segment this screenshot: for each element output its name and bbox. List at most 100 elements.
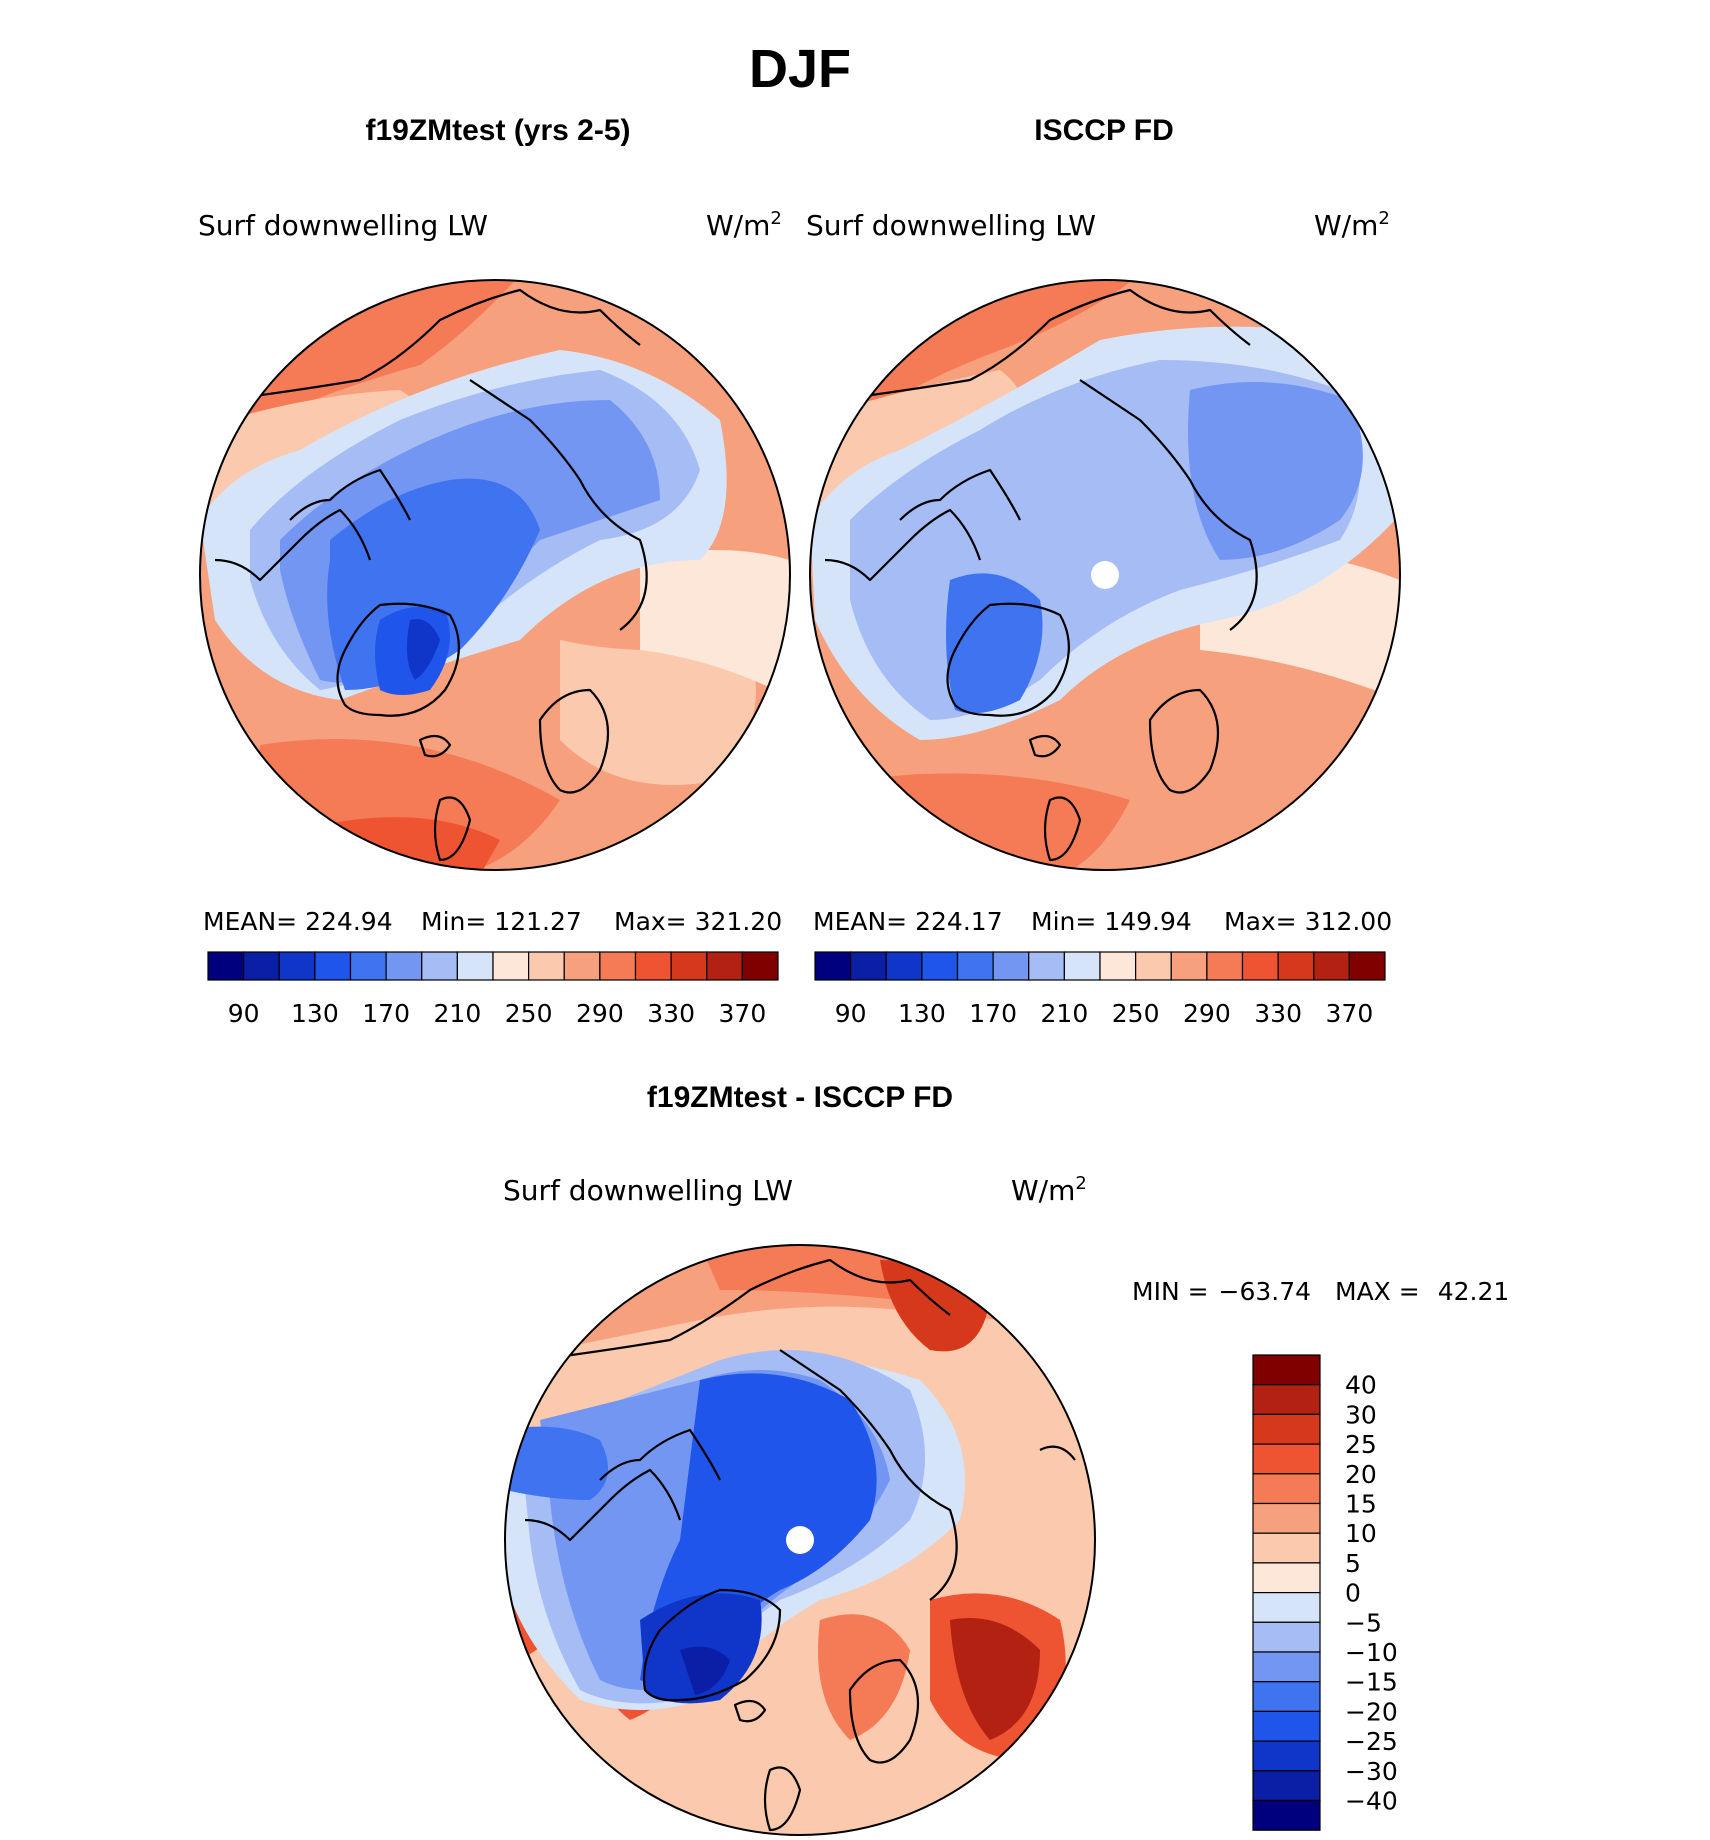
svg-text:Max=321.20: Max= 321.20 [614,907,782,936]
colorbar-swatch [1099,951,1137,981]
colorbar-swatch [1252,1502,1321,1534]
units-label: W/m2 [706,208,782,242]
colorbar-tick-label: −15 [1345,1668,1398,1697]
svg-text:MAX =42.21: MAX = 42.21 [1335,1277,1509,1306]
page-title: DJF [749,39,851,99]
colorbar-tick-label: 130 [898,999,946,1028]
colorbar-tick-label: 5 [1345,1549,1361,1578]
colorbar-swatch [207,951,245,981]
colorbar-tick-label: 90 [228,999,260,1028]
colorbar-swatch [1063,951,1101,981]
colorbar-swatch [1252,1443,1321,1475]
colorbar-swatch [492,951,530,981]
colorbar-swatch [563,951,601,981]
svg-text:MEAN=224.94: MEAN= 224.94 [203,907,393,936]
colorbar-swatch [421,951,458,981]
stats-line: MEAN= 224.17 Min= 149.94 Max= 312.00 [813,907,1392,936]
colorbar-swatch [921,951,959,981]
colorbar-swatch [1028,951,1065,981]
colorbar-swatch [1252,1591,1321,1623]
variable-label: Surf downwelling LW [503,1174,793,1207]
colorbar-swatch [1252,1473,1321,1505]
svg-text:Min=121.27: Min= 121.27 [421,907,582,936]
colorbar-tick-label: 290 [576,999,624,1028]
colorbar-tick-label: 170 [969,999,1017,1028]
colorbar-swatch [1170,951,1208,981]
colorbar-swatch [456,951,494,981]
colorbar-tick-label: 210 [434,999,482,1028]
colorbar-swatch [1252,1562,1321,1594]
colorbar-swatch [1252,1770,1321,1802]
colorbar-swatch [1277,951,1315,981]
colorbar-tick-label: −10 [1345,1638,1398,1667]
colorbar-swatch [278,951,316,981]
polar-map [200,280,790,870]
colorbar-swatch [1252,1681,1321,1712]
missing-data-pole [1091,561,1119,589]
colorbar-tick-label: −30 [1345,1757,1398,1786]
colorbar-swatch [1252,1710,1321,1742]
svg-text:MEAN=224.17: MEAN= 224.17 [813,907,1003,936]
colorbar-tick-label: 330 [1254,999,1302,1028]
colorbar-swatch [670,951,708,981]
colorbar-tick-label: 25 [1345,1430,1377,1459]
svg-text:MIN =−63.74: MIN = −63.74 [1132,1277,1311,1306]
colorbar-swatch [1241,951,1279,981]
colorbar-tick-label: 90 [835,999,867,1028]
colorbar [1252,1354,1321,1831]
units-label: W/m2 [1011,1173,1087,1207]
colorbar-ticks: 90 130 170 210 250 290 330 370 [835,999,1374,1028]
colorbar-tick-label: −20 [1345,1697,1398,1726]
colorbar-swatch [528,951,565,981]
colorbar-tick-label: 370 [1326,999,1374,1028]
colorbar-swatch [885,951,923,981]
min-max-line: MIN = −63.74 MAX = 42.21 [1132,1277,1509,1306]
colorbar [814,951,1386,981]
colorbar-swatch [706,951,743,981]
colorbar-tick-label: 0 [1345,1579,1361,1608]
variable-label: Surf downwelling LW [806,209,1096,242]
stats-line: MEAN= 224.94 Min= 121.27 Max= 321.20 [203,907,782,936]
colorbar-tick-label: 10 [1345,1519,1377,1548]
colorbar-swatch [1135,951,1172,981]
colorbar-swatch [1252,1740,1321,1772]
colorbar [207,951,779,981]
colorbar-swatch [956,951,994,981]
colorbar-tick-label: 250 [1112,999,1160,1028]
colorbar-swatch [599,951,637,981]
map-boundary [809,279,1401,871]
colorbar-tick-label: 210 [1041,999,1089,1028]
svg-text:Min=149.94: Min= 149.94 [1031,907,1192,936]
colorbar-tick-label: −25 [1345,1727,1398,1756]
colorbar-swatch [1252,1354,1321,1386]
colorbar-swatch [741,951,779,981]
missing-data-pole [786,1526,814,1554]
colorbar-tick-label: 290 [1183,999,1231,1028]
colorbar-swatch [1252,1799,1321,1831]
panel-title: f19ZMtest - ISCCP FD [647,1081,953,1114]
map-boundary [199,279,791,871]
colorbar-tick-label: 15 [1345,1490,1377,1519]
colorbar-tick-label: −5 [1345,1608,1382,1637]
colorbar-tick-label: 40 [1345,1371,1377,1400]
colorbar-swatch [1252,1413,1321,1445]
colorbar-swatch [992,951,1030,981]
panel-title: ISCCP FD [1034,114,1173,147]
panel-title: f19ZMtest (yrs 2-5) [365,114,630,147]
colorbar-swatch [1348,951,1386,981]
panel-difference: f19ZMtest - ISCCP FD Surf downwelling LW… [503,1081,1509,1836]
colorbar-swatch [1252,1384,1321,1415]
map-boundary [504,1244,1096,1836]
polar-map [810,280,1400,870]
panel-observations: ISCCP FD Surf downwelling LW W/m2 [806,114,1401,1028]
colorbar-swatch [1206,951,1244,981]
variable-label: Surf downwelling LW [198,209,488,242]
colorbar-tick-label: 20 [1345,1460,1377,1489]
colorbar-swatch [850,951,887,981]
colorbar-tick-label: 370 [719,999,767,1028]
colorbar-swatch [1252,1532,1321,1564]
colorbar-tick-label: 330 [647,999,695,1028]
colorbar-tick-label: −40 [1345,1787,1398,1816]
colorbar-swatch [1313,951,1350,981]
